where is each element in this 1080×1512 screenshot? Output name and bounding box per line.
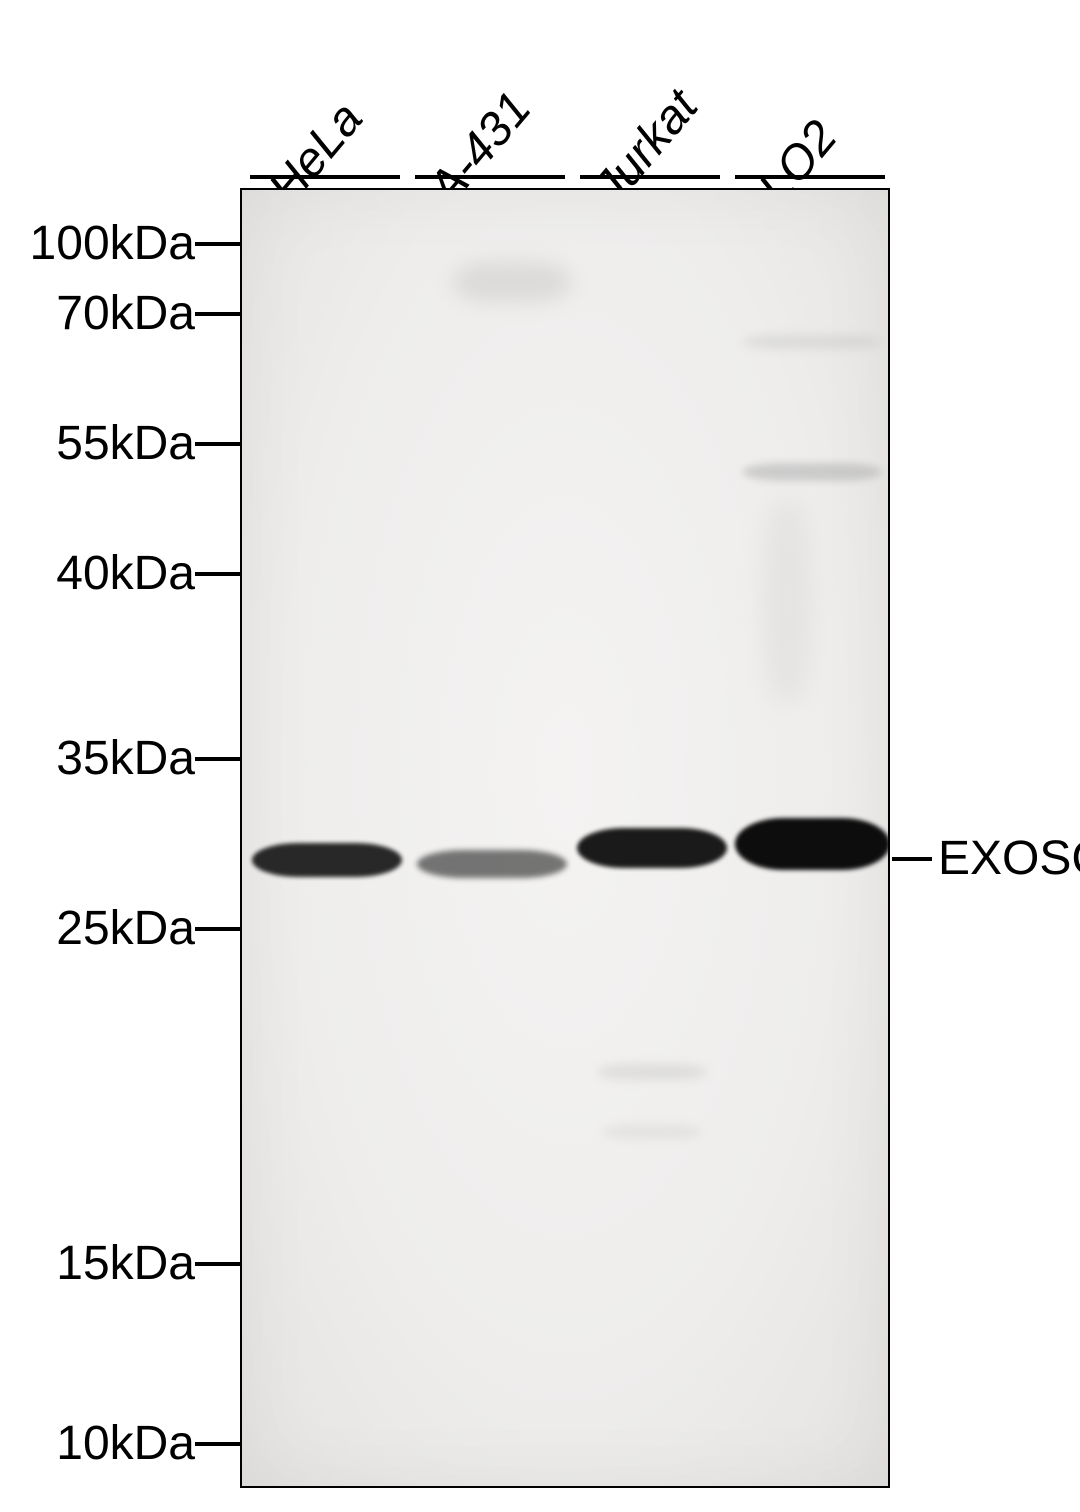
target-band — [735, 818, 890, 870]
blot-smudge — [452, 262, 572, 302]
faint-band — [742, 463, 882, 481]
target-tick — [892, 857, 932, 861]
lane-underline — [250, 175, 400, 179]
mw-marker: 25kDa — [0, 901, 240, 956]
lane-underline — [415, 175, 565, 179]
target-text: EXOSC4 — [938, 831, 1080, 886]
faint-band — [602, 1125, 702, 1139]
blot-smudge — [762, 502, 812, 702]
mw-marker: 15kDa — [0, 1236, 240, 1291]
mw-marker: 40kDa — [0, 546, 240, 601]
blot-membrane — [240, 188, 890, 1488]
target-band — [417, 850, 567, 878]
western-blot-figure: HeLa A-431 Jurkat LO2 100kDa 70kDa 55kDa… — [0, 0, 1080, 1512]
mw-marker: 100kDa — [0, 216, 240, 271]
mw-marker: 70kDa — [0, 286, 240, 341]
mw-marker: 10kDa — [0, 1416, 240, 1471]
mw-marker: 55kDa — [0, 416, 240, 471]
target-band — [577, 828, 727, 868]
target-label-exosc4: EXOSC4 — [892, 831, 1080, 886]
target-band — [252, 843, 402, 877]
lane-underline — [735, 175, 885, 179]
lane-underline — [580, 175, 720, 179]
mw-marker: 35kDa — [0, 731, 240, 786]
faint-band — [597, 1064, 707, 1080]
faint-band — [742, 335, 882, 349]
